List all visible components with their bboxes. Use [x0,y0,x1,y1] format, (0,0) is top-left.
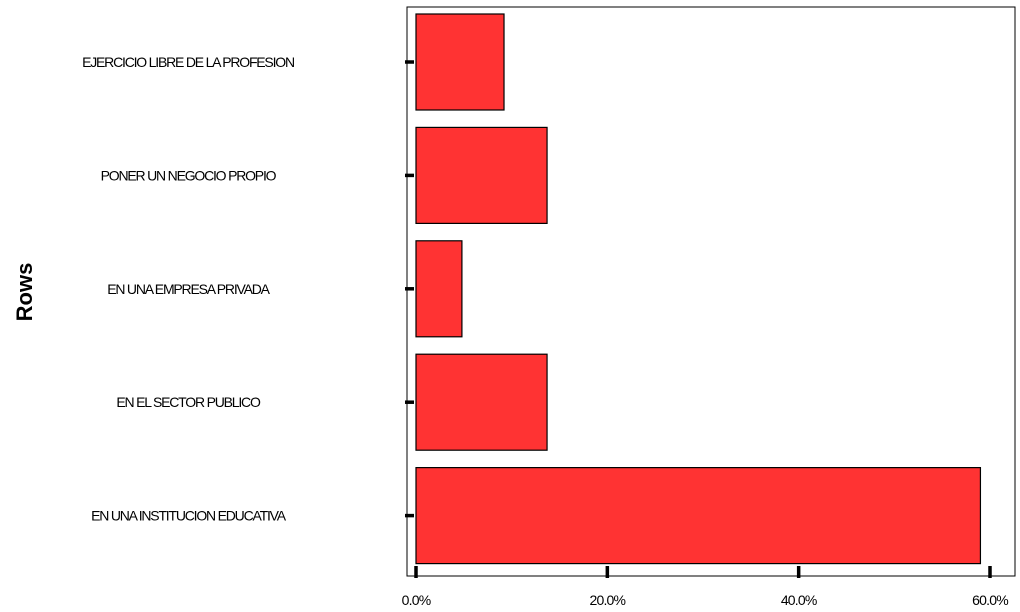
y-axis-title: Rows [12,263,37,322]
bar [415,126,548,225]
category-label: PONER UN NEGOCIO PROPIO [101,167,277,183]
x-tick-label: 20.0% [589,592,625,608]
bar [415,13,505,111]
category-label: EN UNA EMPRESA PRIVADA [107,281,270,297]
bars-group [415,13,982,565]
x-tick-label: 40.0% [781,592,817,608]
category-label: EJERCICIO LIBRE DE LA PROFESION [82,54,294,70]
category-labels: EJERCICIO LIBRE DE LA PROFESION PONER UN … [82,54,295,524]
plot-frame [406,6,1016,577]
x-axis-ticks: 0.0% 20.0% 40.0% 60.0% [402,60,1009,608]
x-tick-label: 0.0% [402,592,431,608]
bar [415,467,982,565]
x-tick-label: 60.0% [972,592,1008,608]
category-label: EN EL SECTOR PUBLICO [116,394,261,410]
bar [415,353,548,451]
bar [415,240,463,338]
category-label: EN UNA INSTITUCION EDUCATIVA [91,508,287,524]
